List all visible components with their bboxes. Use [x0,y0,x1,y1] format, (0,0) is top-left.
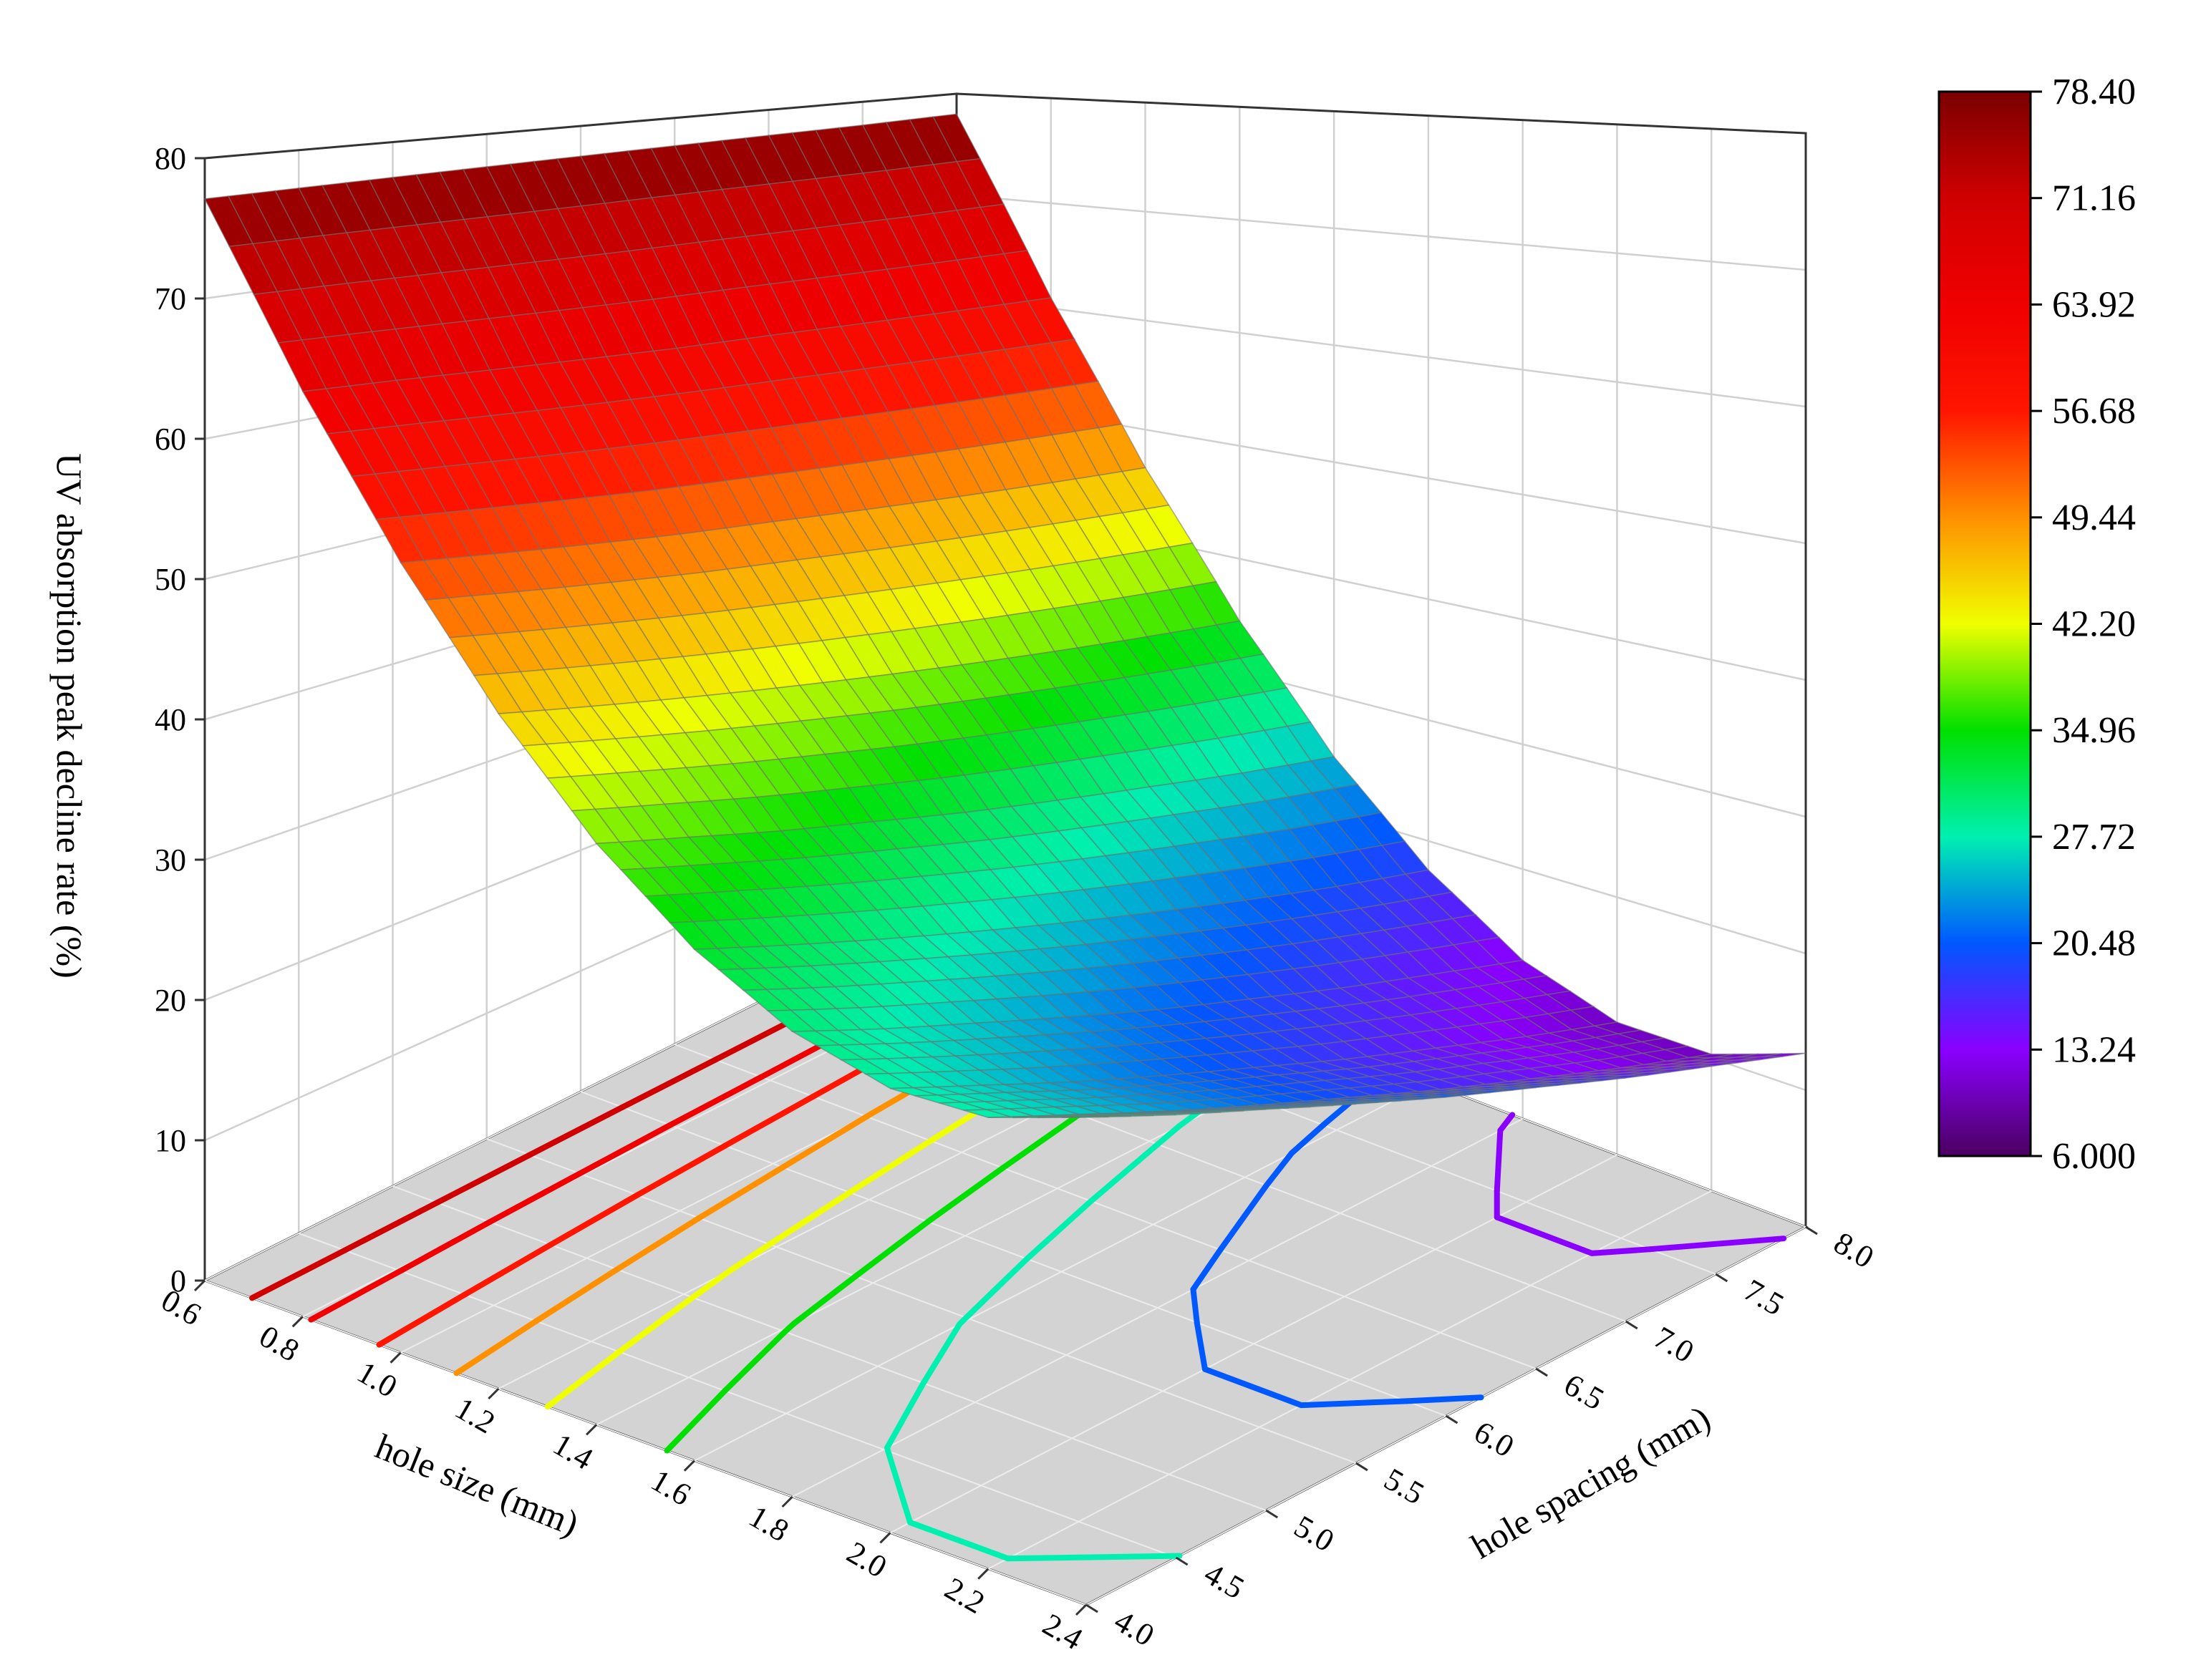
x-tick [1076,1605,1086,1615]
colorbar-tick-label: 27.72 [2052,817,2136,858]
y-tick-label: 4.0 [1108,1603,1160,1653]
z-tick-label: 20 [155,983,186,1018]
y-tick [1356,1463,1368,1470]
y-tick-label: 8.0 [1828,1225,1879,1275]
x-tick-label: 1.4 [547,1427,599,1477]
x-tick-label: 0.8 [253,1319,305,1369]
x-tick [586,1424,596,1434]
x-tick-label: 2.4 [1037,1606,1088,1656]
x-axis-title: hole size (mm) [370,1426,584,1543]
contour-line [887,1447,888,1451]
x-tick-label: 1.6 [645,1462,697,1513]
z-tick-label: 80 [155,141,186,176]
x-tick [684,1461,695,1471]
colorbar-tick-label: 20.48 [2052,923,2136,964]
x-tick [488,1389,498,1399]
contour-line [1592,1249,1650,1253]
y-tick [1176,1558,1188,1565]
z-tick-label: 60 [155,422,186,457]
x-tick [195,1281,205,1291]
x-tick [880,1533,890,1543]
contour-line [866,1114,871,1117]
x-tick-label: 1.8 [743,1498,795,1548]
x-tick [293,1316,303,1326]
contour-line [1008,1556,1172,1559]
z-tick-label: 50 [155,562,186,597]
colorbar-tick-label: 13.24 [2052,1029,2136,1070]
colorbar-scale [1939,92,2031,1156]
y-tick-label: 4.5 [1199,1555,1250,1606]
x-tick [978,1569,988,1579]
colorbar-tick-label: 49.44 [2052,497,2136,538]
contour-line [1497,1130,1501,1191]
y-tick [1086,1605,1098,1612]
y-tick [1446,1416,1458,1423]
y-tick [1716,1274,1727,1281]
colorbar-tick-label: 42.20 [2052,604,2136,645]
y-tick-label: 5.0 [1288,1508,1340,1558]
x-tick-label: 2.2 [939,1570,990,1621]
y-tick-label: 7.5 [1738,1272,1790,1322]
z-tick-label: 40 [155,702,186,737]
contour-line [1193,1289,1196,1322]
x-tick-label: 1.0 [352,1354,403,1404]
z-tick-label: 30 [155,843,186,878]
x-tick [391,1353,401,1363]
colorbar: 6.000 13.24 20.48 27.72 34.96 42.20 49.44 56.68… [1939,72,2136,1177]
colorbar-tick-label: 34.96 [2052,710,2136,751]
y-tick-label: 6.5 [1558,1366,1610,1417]
colorbar-tick-label: 56.68 [2052,391,2136,432]
x-tick-label: 0.6 [155,1282,207,1332]
z-tick-label: 70 [155,281,186,316]
x-tick-label: 2.0 [841,1535,893,1585]
y-tick [1626,1321,1637,1329]
z-tick-label: 10 [155,1123,186,1158]
y-tick [1536,1369,1547,1376]
contour-line [1302,1401,1407,1405]
colorbar-tick-label: 6.000 [2052,1136,2136,1177]
colorbar-tick-label: 71.16 [2052,178,2136,219]
x-tick-label: 1.2 [450,1390,501,1440]
colorbar-tick-label: 78.40 [2052,72,2136,112]
colorbar-tick-label: 63.92 [2052,284,2136,325]
y-tick [1266,1510,1277,1518]
y-tick [1806,1227,1817,1234]
x-tick [783,1497,793,1507]
z-axis-title: UV absorption peak decline rate (%) [49,453,89,979]
contour-line [1406,1397,1481,1401]
y-tick-label: 5.5 [1378,1461,1430,1511]
y-tick-label: 7.0 [1648,1319,1700,1369]
y-tick-label: 6.0 [1469,1414,1520,1464]
